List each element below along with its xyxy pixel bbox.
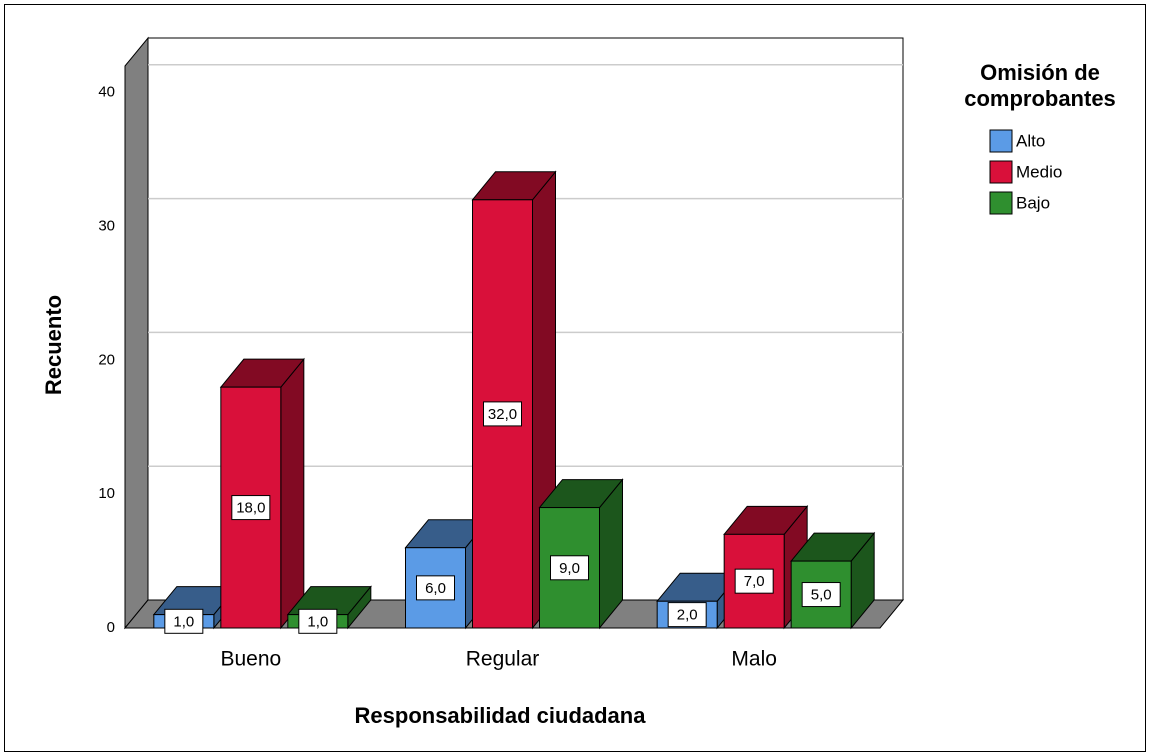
- value-label-box: [801, 582, 841, 608]
- value-label: 1,0: [173, 613, 194, 630]
- x-tick-label: Regular: [466, 648, 540, 671]
- y-tick-label: 40: [98, 84, 115, 101]
- value-label: 7,0: [744, 573, 765, 590]
- value-label-box: [416, 575, 455, 601]
- value-label-box: [550, 555, 589, 581]
- value-label-box: [231, 495, 271, 521]
- value-label: 6,0: [425, 580, 446, 597]
- legend-label: Alto: [1016, 131, 1045, 150]
- value-label-box: [483, 401, 522, 427]
- x-tick-label: Bueno: [220, 648, 281, 671]
- value-label: 5,0: [811, 587, 832, 604]
- legend-label: Bajo: [1016, 193, 1050, 212]
- y-tick-label: 0: [107, 619, 115, 636]
- value-label-box: [667, 602, 707, 628]
- x-axis-label: Responsabilidad ciudadana: [355, 703, 647, 728]
- value-label-box: [298, 608, 338, 634]
- legend-swatch: [989, 191, 1013, 215]
- value-label: 1,0: [307, 613, 328, 630]
- bar-side: [280, 357, 305, 630]
- left-wall: [124, 36, 149, 630]
- value-label: 9,0: [559, 560, 580, 577]
- value-label: 2,0: [677, 607, 698, 624]
- value-label: 18,0: [236, 500, 265, 517]
- y-tick-label: 30: [98, 218, 115, 235]
- y-axis-label: Recuento: [41, 295, 66, 395]
- value-label: 32,0: [488, 406, 517, 423]
- x-tick-label: Malo: [731, 648, 777, 671]
- legend-label: Medio: [1016, 162, 1062, 181]
- legend-swatch: [989, 129, 1013, 153]
- value-label-box: [164, 608, 204, 634]
- value-label-box: [734, 568, 774, 594]
- legend-title: Omisión de comprobantes: [964, 60, 1116, 111]
- y-tick-label: 20: [98, 351, 115, 368]
- bar: [723, 533, 785, 629]
- legend-swatch: [989, 160, 1013, 184]
- y-tick-label: 10: [98, 485, 115, 502]
